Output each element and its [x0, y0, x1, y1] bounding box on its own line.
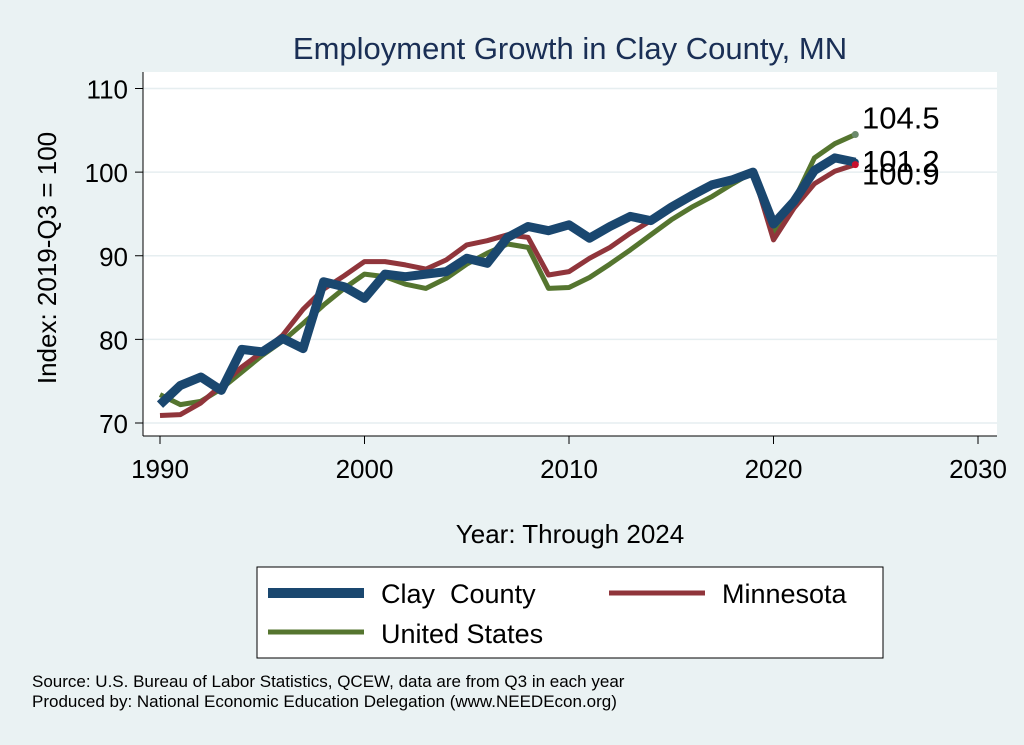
axes: [142, 72, 997, 437]
y-tick-label: 100: [85, 158, 128, 188]
series-line-clay-county: [156, 153, 857, 408]
x-tick-label: 1990: [131, 454, 189, 484]
x-axis-label: Year: Through 2024: [456, 519, 684, 549]
legend-label-united-states: United States: [381, 619, 543, 649]
series-lines: [156, 132, 857, 418]
y-tick-label: 90: [99, 242, 128, 272]
x-tick-label: 2010: [540, 454, 598, 484]
y-tick-label: 80: [99, 325, 128, 355]
x-tick-label: 2020: [745, 454, 803, 484]
end-marker-minnesota: [851, 161, 859, 169]
y-tick-label: 110: [87, 75, 128, 105]
legend-label-clay-county: Clay County: [381, 579, 536, 609]
y-tick-label: 70: [99, 409, 128, 439]
y-ticks: 70 80 90 100 110: [85, 75, 143, 439]
x-tick-label: 2000: [336, 454, 394, 484]
y-axis-label: Index: 2019-Q3 = 100: [32, 132, 62, 384]
source-note: Source: U.S. Bureau of Labor Statistics,…: [32, 672, 625, 691]
footnotes: Source: U.S. Bureau of Labor Statistics,…: [32, 672, 624, 712]
end-value-label: 104.5: [862, 100, 940, 135]
end-value-label: 101.2: [862, 144, 940, 179]
x-tick-label: 2030: [949, 454, 1007, 484]
producer-note: Produced by: National Economic Education…: [32, 692, 617, 711]
chart-title: Employment Growth in Clay County, MN: [293, 31, 847, 66]
x-ticks: 1990 2000 2010 2020 2030: [131, 436, 1007, 484]
legend-box: [256, 566, 884, 659]
end-marker-united-states: [851, 130, 859, 138]
legend: Clay County Minnesota United States: [256, 566, 884, 659]
end-value-label: 100.9: [862, 157, 940, 192]
legend-label-minnesota: Minnesota: [722, 579, 848, 609]
